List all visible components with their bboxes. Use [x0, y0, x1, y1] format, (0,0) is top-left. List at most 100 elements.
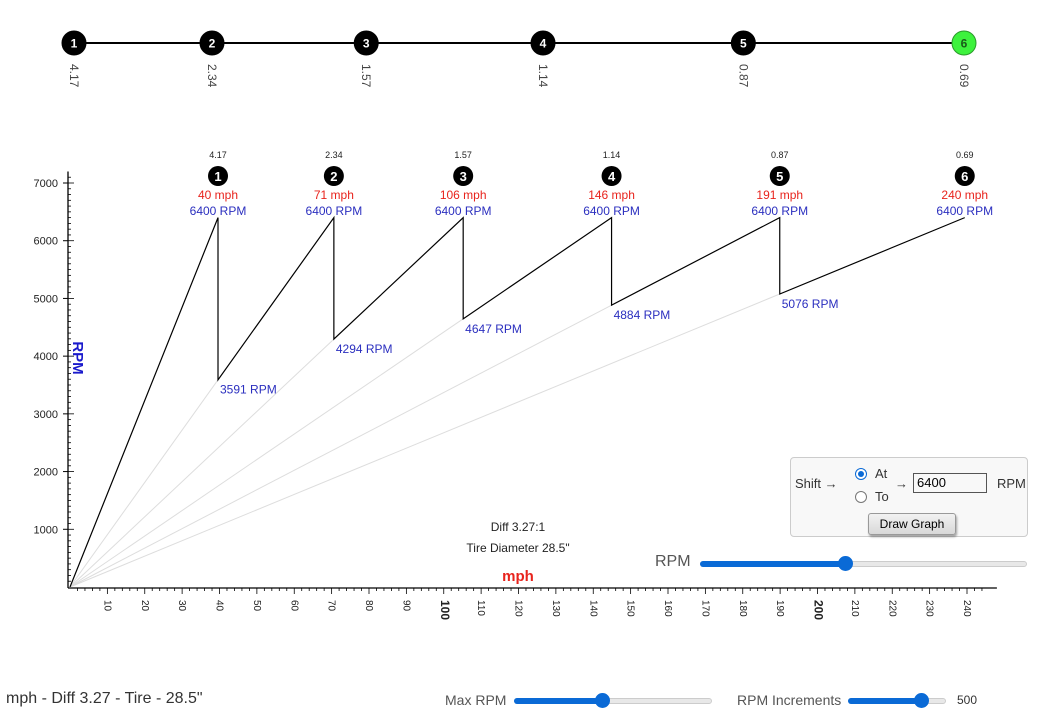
gear-guide-line [69, 293, 780, 588]
drop-rpm-label: 4884 RPM [614, 308, 671, 322]
rpm-slider-label: RPM [655, 553, 691, 570]
x-tick-label: 10 [101, 600, 112, 612]
max-rpm-slider-handle[interactable] [595, 693, 611, 708]
gear-node-number: 2 [209, 37, 216, 51]
gear-node-ratio: 1.14 [536, 64, 550, 88]
rpm-slider-handle[interactable] [837, 556, 853, 571]
shift-mph-label: 71 mph [314, 188, 354, 202]
gear-ratio-label: 4.17 [209, 150, 227, 160]
drop-rpm-label: 4647 RPM [465, 322, 522, 336]
x-tick-label: 40 [214, 600, 225, 612]
gear-node-ratio: 1.57 [359, 64, 373, 88]
y-tick-label: 3000 [34, 409, 58, 421]
shift-rpm-label: 6400 RPM [751, 204, 808, 218]
gear-node [199, 30, 225, 56]
gear-guide-line [69, 318, 464, 588]
shift-mph-label: 40 mph [198, 188, 238, 202]
gear-marker [954, 166, 975, 186]
x-tick-label: 160 [662, 600, 673, 617]
shift-rpm-unit: RPM [997, 476, 1026, 491]
gear-node-ratio: 0.87 [736, 64, 750, 88]
tire-label: Tire Diameter 28.5" [466, 541, 569, 555]
shift-mph-label: 191 mph [756, 188, 803, 202]
shift-at-label: At [875, 466, 888, 481]
x-tick-label: 190 [774, 600, 785, 617]
draw-graph-button[interactable]: Draw Graph [868, 513, 956, 535]
shift-to-label: To [875, 489, 889, 504]
gear-marker-number: 6 [961, 169, 968, 184]
x-tick-label: 240 [961, 600, 972, 617]
diff-label: Diff 3.27:1 [491, 520, 546, 534]
x-axis-label: mph [502, 568, 534, 585]
gear-marker [453, 166, 474, 186]
max-rpm-slider[interactable] [514, 693, 712, 708]
x-tick-label: 60 [288, 600, 299, 612]
gear-marker-number: 3 [460, 169, 467, 184]
x-tick-label: 20 [139, 600, 150, 612]
gear-ratio-label: 2.34 [325, 150, 343, 160]
x-tick-label: 220 [886, 600, 897, 617]
gear-ratio-label: 0.87 [771, 150, 789, 160]
x-tick-label: 140 [587, 600, 598, 617]
x-tick-label: 30 [176, 600, 187, 612]
drop-rpm-label: 5076 RPM [782, 297, 839, 311]
shift-rpm-label: 6400 RPM [583, 204, 640, 218]
gear-ratio-label: 1.14 [603, 150, 621, 160]
gear-node-number: 5 [740, 37, 747, 51]
gear-marker [208, 166, 229, 186]
gear-ratio-bar: 1 4.17 2 2.34 3 1.57 4 1.14 5 0.87 6 0.69 [61, 30, 977, 88]
gear-node-ratio: 2.34 [205, 64, 219, 88]
gear-marker [323, 166, 344, 186]
drop-rpm-label: 3591 RPM [220, 383, 277, 397]
gear-marker [601, 166, 622, 186]
rpm-slider[interactable] [700, 556, 1027, 571]
x-tick-label: 170 [699, 600, 710, 617]
y-tick-label: 6000 [34, 236, 58, 248]
summary-text: mph - Diff 3.27 - Tire - 28.5" [6, 690, 203, 707]
shift-to-radio[interactable] [855, 491, 867, 503]
gear-node [951, 30, 977, 56]
shift-rpm-label: 6400 RPM [435, 204, 492, 218]
x-tick-label: 100 [438, 600, 452, 620]
gear-node-number: 1 [71, 37, 78, 51]
gear-node-number: 4 [540, 37, 547, 51]
shift-mph-label: 240 mph [941, 188, 988, 202]
y-tick-label: 4000 [34, 351, 58, 363]
rpm-sawtooth-series [69, 215, 965, 588]
gear-marker-number: 4 [608, 169, 616, 184]
shift-at-radio[interactable] [855, 468, 867, 480]
gear-node [530, 30, 556, 56]
shift-rpm-label: 6400 RPM [936, 204, 993, 218]
x-tick-label: 120 [513, 600, 524, 617]
arrow-icon: → [895, 476, 908, 491]
shift-mph-label: 106 mph [440, 188, 487, 202]
shift-rpm-label: 6400 RPM [306, 204, 363, 218]
gear-node [61, 30, 87, 56]
gear-marker-number: 2 [330, 169, 337, 184]
max-rpm-label: Max RPM [445, 692, 507, 708]
x-tick-label: 110 [475, 600, 486, 616]
gear-marker [769, 166, 790, 186]
shift-rpm-input[interactable]: 6400 [913, 473, 987, 493]
gear-ratio-label: 0.69 [956, 150, 974, 160]
gear-node-number: 6 [961, 37, 968, 51]
gear-ratio-label: 1.57 [454, 150, 472, 160]
gear-marker-number: 5 [776, 169, 783, 184]
gear-guide-line [69, 338, 335, 588]
y-axis-label: RPM [69, 341, 86, 374]
rpm-increments-slider[interactable] [848, 693, 946, 708]
gear-guide-line [69, 379, 219, 588]
gear-node [730, 30, 756, 56]
gear-guide-line [69, 304, 612, 588]
gear-node-ratio: 4.17 [67, 64, 81, 88]
x-tick-label: 230 [924, 600, 935, 617]
x-tick-label: 130 [550, 600, 561, 617]
y-tick-label: 5000 [34, 293, 58, 305]
y-tick-label: 7000 [34, 178, 58, 190]
rpm-increments-slider-handle[interactable] [913, 693, 929, 708]
shift-mph-label: 146 mph [588, 188, 635, 202]
gear-marker-number: 1 [214, 169, 221, 184]
drop-rpm-label: 4294 RPM [336, 342, 393, 356]
